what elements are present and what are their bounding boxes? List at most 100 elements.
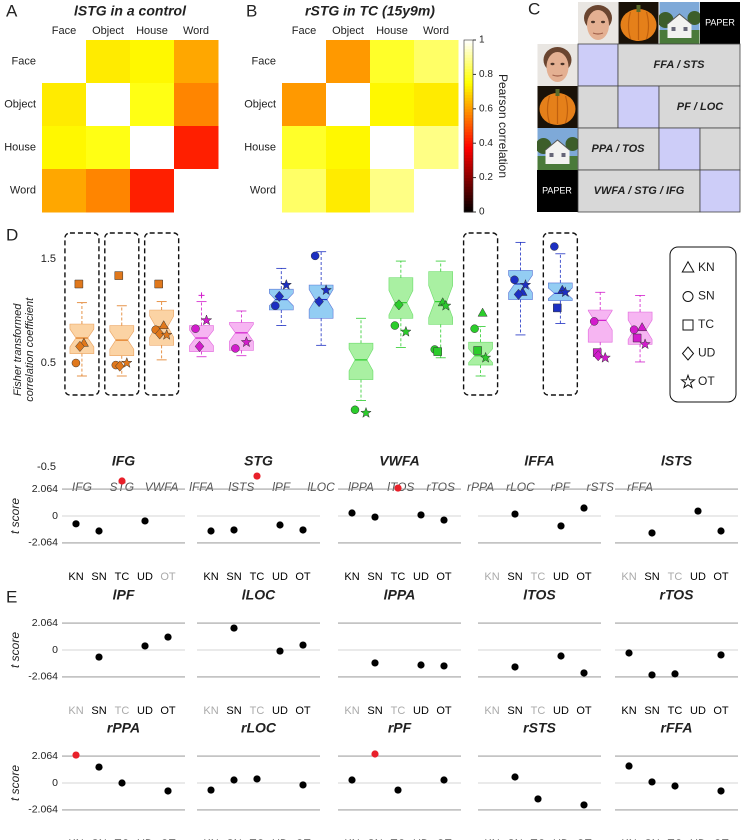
- x-tick-label: UD: [413, 571, 429, 583]
- panel-label: C: [528, 0, 540, 18]
- colorbar-segment: [464, 48, 473, 52]
- x-tick-label: SN: [367, 705, 382, 717]
- chart-title: rSTS: [523, 720, 556, 736]
- x-tick-label: UD: [137, 705, 153, 717]
- x-tick-label: VWFA: [145, 480, 179, 494]
- subject-point: [314, 296, 324, 308]
- x-tick-label: KN: [621, 838, 636, 840]
- diagram-cell: [577, 169, 701, 213]
- colorbar-segment: [464, 191, 473, 196]
- x-tick-label: UD: [413, 705, 429, 717]
- subject-point: [231, 344, 240, 353]
- x-tick-label: rPPA: [467, 480, 494, 494]
- colorbar-segment: [464, 140, 473, 144]
- colorbar-segment: [464, 157, 473, 161]
- diagram-cell: [658, 85, 741, 129]
- subject-point: [253, 775, 261, 783]
- colorbar-segment: [464, 194, 473, 199]
- x-tick-label: OT: [160, 838, 176, 840]
- row-label: Object: [244, 98, 276, 110]
- subject-point: [371, 750, 379, 758]
- x-tick-label: OT: [295, 838, 311, 840]
- subject-point: [164, 633, 172, 641]
- y-tick-label: -2.064: [28, 671, 58, 683]
- legend-label: UD: [698, 346, 716, 360]
- subject-point: [648, 529, 656, 537]
- highlight-box: [104, 232, 140, 396]
- chart-title: rPPA: [107, 720, 140, 736]
- subject-point: [632, 333, 642, 343]
- colorbar-segment: [464, 143, 473, 147]
- chart-title: STG: [244, 453, 273, 469]
- row-label: Face: [12, 55, 36, 67]
- x-tick-label: OT: [295, 571, 311, 583]
- diagram-cell: [699, 169, 741, 213]
- x-tick-label: TC: [391, 838, 406, 840]
- x-tick-label: KN: [203, 838, 218, 840]
- subject-point: [511, 663, 519, 671]
- legend-marker: [681, 346, 695, 361]
- subject-point: [164, 787, 172, 795]
- colorbar-segment: [464, 117, 473, 121]
- subject-point: [71, 358, 81, 368]
- x-tick-label: KN: [621, 571, 636, 583]
- subject-point: [473, 346, 482, 355]
- subject-point: [440, 516, 448, 524]
- y-tick-label: -2.064: [28, 804, 58, 816]
- x-tick-label: UD: [272, 705, 288, 717]
- colorbar-segment: [464, 54, 473, 58]
- x-tick-label: lFFA: [189, 480, 213, 494]
- colorbar-segment: [464, 71, 473, 75]
- x-tick-label: KN: [68, 571, 83, 583]
- subject-point: [671, 670, 679, 678]
- subject-point: [160, 328, 173, 340]
- x-tick-label: SN: [507, 838, 522, 840]
- x-tick-label: TC: [250, 838, 265, 840]
- subject-point: [417, 511, 425, 519]
- subject-point: [717, 651, 725, 659]
- colorbar-segment: [464, 68, 473, 73]
- x-tick-label: UD: [553, 571, 569, 583]
- x-tick-label: SN: [507, 705, 522, 717]
- colorbar-segment: [464, 40, 473, 44]
- heatmap-cell: [370, 83, 415, 127]
- highlight-box: [542, 232, 579, 396]
- x-tick-label: rFFA: [627, 480, 653, 494]
- column-label: Object: [332, 25, 364, 37]
- chart-title: lFFA: [524, 453, 554, 469]
- highlight-box: [64, 232, 100, 396]
- panel-label: B: [246, 1, 257, 20]
- subject-point: [580, 504, 588, 512]
- row-label: House: [244, 141, 276, 153]
- y-tick-label: 0: [52, 644, 58, 656]
- heatmap-cell: [282, 169, 327, 213]
- chart-title: lSTS: [661, 453, 693, 469]
- subject-point: [371, 513, 379, 521]
- subject-point: [348, 509, 356, 517]
- x-tick-label: UD: [553, 838, 569, 840]
- column-label: Object: [92, 25, 124, 37]
- y-tick-label: 2.064: [32, 483, 58, 495]
- subject-point: [114, 271, 124, 280]
- subject-point: [360, 406, 372, 418]
- colorbar-tick-label: 0.2: [479, 172, 493, 183]
- legend-marker: [682, 291, 694, 302]
- colorbar-segment: [464, 126, 473, 130]
- heatmap-cell: [414, 40, 459, 84]
- heatmap-cell: [370, 169, 415, 213]
- chart-title: lTOS: [523, 587, 556, 603]
- chart-title: lPF: [113, 587, 135, 603]
- heatmap-cell: [282, 40, 327, 84]
- x-tick-label: TC: [115, 571, 130, 583]
- x-tick-label: SN: [644, 571, 659, 583]
- x-tick-label: KN: [68, 705, 83, 717]
- x-tick-label: TC: [531, 838, 546, 840]
- x-tick-label: TC: [391, 571, 406, 583]
- colorbar-segment: [464, 160, 473, 164]
- box: [388, 277, 414, 319]
- x-tick-label: SN: [91, 838, 106, 840]
- x-tick-label: KN: [344, 705, 359, 717]
- x-tick-label: UD: [272, 838, 288, 840]
- subject-point: [625, 649, 633, 657]
- heatmap-cell: [326, 83, 371, 127]
